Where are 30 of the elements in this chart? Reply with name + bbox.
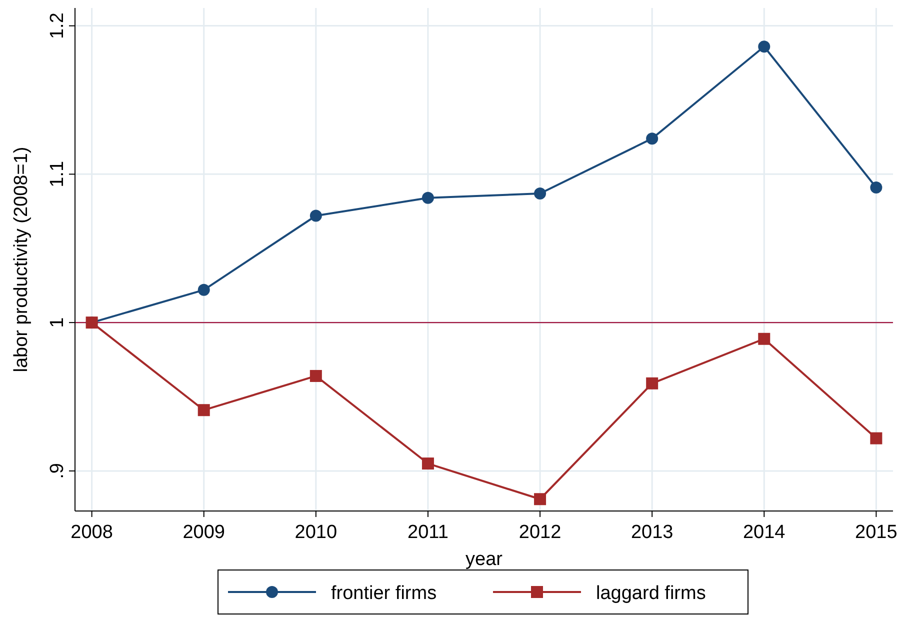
point bbox=[534, 187, 546, 200]
legend-label: laggard firms bbox=[596, 583, 706, 604]
x-tick-label: 2009 bbox=[182, 522, 226, 543]
point bbox=[870, 432, 882, 444]
x-tick-label: 2013 bbox=[630, 522, 674, 543]
x-axis-title: year bbox=[466, 549, 504, 570]
y-tick-label: 1 bbox=[47, 317, 68, 328]
point bbox=[646, 377, 658, 390]
point bbox=[422, 458, 434, 470]
x-tick-label: 2008 bbox=[70, 522, 113, 543]
legend-label: frontier firms bbox=[331, 583, 437, 604]
x-tick-label: 2015 bbox=[855, 522, 898, 543]
point bbox=[198, 404, 210, 416]
point bbox=[870, 182, 882, 194]
y-tick-label: 1.2 bbox=[47, 12, 68, 40]
x-tick-label: 2010 bbox=[294, 522, 338, 543]
x-tick-label: 2012 bbox=[518, 522, 562, 543]
point bbox=[758, 332, 770, 345]
point bbox=[198, 284, 210, 296]
point bbox=[310, 370, 322, 382]
y-tick-label: 1.1 bbox=[47, 160, 68, 188]
point bbox=[310, 210, 322, 222]
y-axis-title: labor productivity (2008=1) bbox=[11, 146, 32, 372]
x-tick-label: 2014 bbox=[742, 522, 786, 543]
x-tick-label: 2011 bbox=[408, 522, 448, 543]
point bbox=[646, 132, 658, 145]
point bbox=[422, 192, 434, 204]
point bbox=[758, 40, 770, 53]
y-tick-label: .9 bbox=[47, 463, 68, 479]
point bbox=[534, 493, 546, 506]
